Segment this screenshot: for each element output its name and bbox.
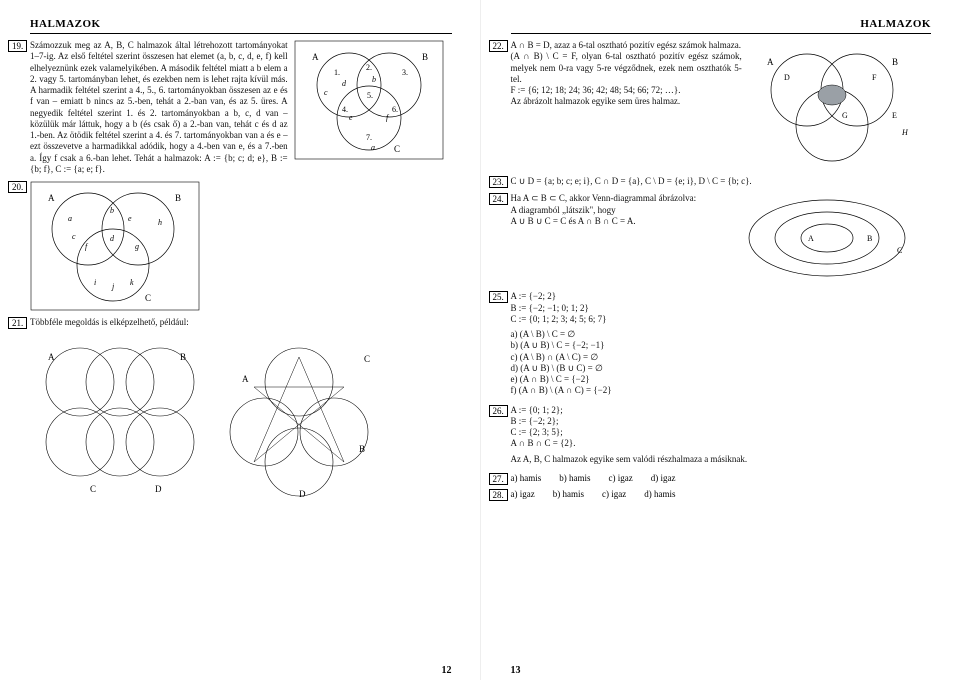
- svg-text:A: A: [48, 352, 55, 362]
- svg-text:D: D: [299, 489, 306, 499]
- svg-text:c: c: [324, 88, 328, 97]
- problem-number: 21.: [8, 317, 27, 329]
- problem-26: 26. A := {0; 1; 2}; B := {−2; 2}; C := {…: [511, 405, 932, 465]
- svg-text:c: c: [72, 232, 76, 241]
- problem-number: 24.: [489, 193, 508, 205]
- problem-28-answers: a) igaz b) hamis c) igaz d) hamis: [511, 489, 932, 499]
- svg-text:1.: 1.: [334, 68, 340, 77]
- svg-text:d: d: [110, 234, 115, 243]
- problem-25: 25. A := {−2; 2} B := {−2; −1; 0; 1; 2} …: [511, 291, 932, 396]
- problem-27: 27. a) hamis b) hamis c) igaz d) igaz: [511, 473, 932, 483]
- svg-text:h: h: [158, 218, 162, 227]
- svg-text:D: D: [784, 73, 790, 82]
- problem-number: 28.: [489, 489, 508, 501]
- svg-text:b: b: [110, 206, 114, 215]
- svg-text:C: C: [364, 354, 370, 364]
- problem-25-items: a) (A \ B) \ C = ∅ b) (A ∪ B) \ C = {−2;…: [511, 329, 932, 397]
- svg-text:7.: 7.: [366, 133, 372, 142]
- venn-21b: A C B D: [214, 332, 384, 502]
- problem-22: 22. A ∩ B = D, azaz a 6-tal osztható poz…: [511, 40, 932, 170]
- page-number-left: 12: [442, 665, 452, 676]
- problem-number: 26.: [489, 405, 508, 417]
- svg-text:D: D: [155, 484, 162, 494]
- venn-20: A B C a b e h f d g c i j k: [30, 181, 200, 311]
- problem-23-text: C ∪ D = {a; b; c; e; i}, C ∩ D = {a}, C …: [511, 176, 932, 187]
- svg-text:j: j: [111, 282, 115, 291]
- problem-number: 19.: [8, 40, 27, 52]
- svg-text:A: A: [242, 374, 249, 384]
- svg-text:A: A: [767, 57, 774, 67]
- label-C: C: [394, 144, 400, 154]
- problem-21: 21. Többféle megoldás is elképzelhető, p…: [30, 317, 452, 502]
- problem-25-defs: A := {−2; 2} B := {−2; −1; 0; 1; 2} C :=…: [511, 291, 932, 325]
- svg-text:B: B: [867, 234, 872, 243]
- label-B: B: [422, 52, 428, 62]
- svg-text:A: A: [808, 234, 814, 243]
- svg-text:e: e: [128, 214, 132, 223]
- nested-24: A B C: [742, 193, 912, 283]
- svg-text:B: B: [175, 193, 181, 203]
- svg-text:d: d: [342, 79, 347, 88]
- problem-19-text: Számozzuk meg az A, B, C halmazok által …: [30, 40, 288, 175]
- problem-28: 28. a) igaz b) hamis c) igaz d) hamis: [511, 489, 932, 499]
- problem-24-text: Ha A ⊂ B ⊂ C, akkor Venn-diagrammal ábrá…: [511, 193, 742, 283]
- svg-text:5.: 5.: [367, 91, 373, 100]
- problem-26-defs: A := {0; 1; 2}; B := {−2; 2}; C := {2; 3…: [511, 405, 932, 450]
- svg-text:F: F: [872, 73, 877, 82]
- svg-text:b: b: [372, 75, 376, 84]
- problem-number: 22.: [489, 40, 508, 52]
- venn-19: A B C 1. 2. 3. 4. 5. 6. 7. d c b e: [294, 40, 444, 160]
- svg-text:C: C: [90, 484, 96, 494]
- problem-26-note: Az A, B, C halmazok egyike sem valódi ré…: [511, 454, 932, 465]
- svg-text:f: f: [85, 242, 89, 251]
- svg-text:3.: 3.: [402, 68, 408, 77]
- problem-20: 20. A B C a b e h f d g c i j k: [30, 181, 452, 311]
- svg-text:4.: 4.: [342, 105, 348, 114]
- problem-number: 23.: [489, 176, 508, 188]
- svg-text:G: G: [842, 111, 848, 120]
- svg-text:g: g: [135, 242, 139, 251]
- svg-text:i: i: [94, 278, 96, 287]
- problem-number: 25.: [489, 291, 508, 303]
- venn-22: A B D F G E H: [742, 40, 922, 170]
- svg-text:e: e: [349, 113, 353, 122]
- svg-text:a: a: [371, 143, 375, 152]
- header-right: HALMAZOK: [511, 18, 932, 34]
- problem-27-answers: a) hamis b) hamis c) igaz d) igaz: [511, 473, 932, 483]
- problem-23: 23. C ∪ D = {a; b; c; e; i}, C ∩ D = {a}…: [511, 176, 932, 187]
- problem-21-text: Többféle megoldás is elképzelhető, példá…: [30, 317, 452, 328]
- right-page: HALMAZOK 22. A ∩ B = D, azaz a 6-tal osz…: [480, 0, 959, 680]
- problem-19: 19. Számozzuk meg az A, B, C halmazok ál…: [30, 40, 452, 175]
- problem-22-text: A ∩ B = D, azaz a 6-tal osztható pozitív…: [511, 40, 742, 170]
- svg-text:f: f: [386, 113, 390, 122]
- svg-text:B: B: [180, 352, 186, 362]
- svg-text:H: H: [901, 128, 909, 137]
- svg-text:k: k: [130, 278, 134, 287]
- page-number-right: 13: [511, 665, 521, 676]
- svg-text:B: B: [892, 57, 898, 67]
- svg-text:6.: 6.: [392, 105, 398, 114]
- left-page: HALMAZOK 19. Számozzuk meg az A, B, C ha…: [0, 0, 480, 680]
- svg-text:B: B: [359, 444, 365, 454]
- problem-number: 27.: [489, 473, 508, 485]
- venn-21a: A B C D: [30, 332, 200, 502]
- header-left: HALMAZOK: [30, 18, 452, 34]
- label-A: A: [312, 52, 319, 62]
- page-spread: HALMAZOK 19. Számozzuk meg az A, B, C ha…: [0, 0, 959, 680]
- problem-24: 24. Ha A ⊂ B ⊂ C, akkor Venn-diagrammal …: [511, 193, 932, 283]
- problem-number: 20.: [8, 181, 27, 193]
- svg-text:2.: 2.: [366, 63, 372, 72]
- svg-text:a: a: [68, 214, 72, 223]
- svg-text:C: C: [145, 293, 151, 303]
- svg-text:C: C: [897, 246, 902, 255]
- svg-text:E: E: [892, 111, 897, 120]
- svg-text:A: A: [48, 193, 55, 203]
